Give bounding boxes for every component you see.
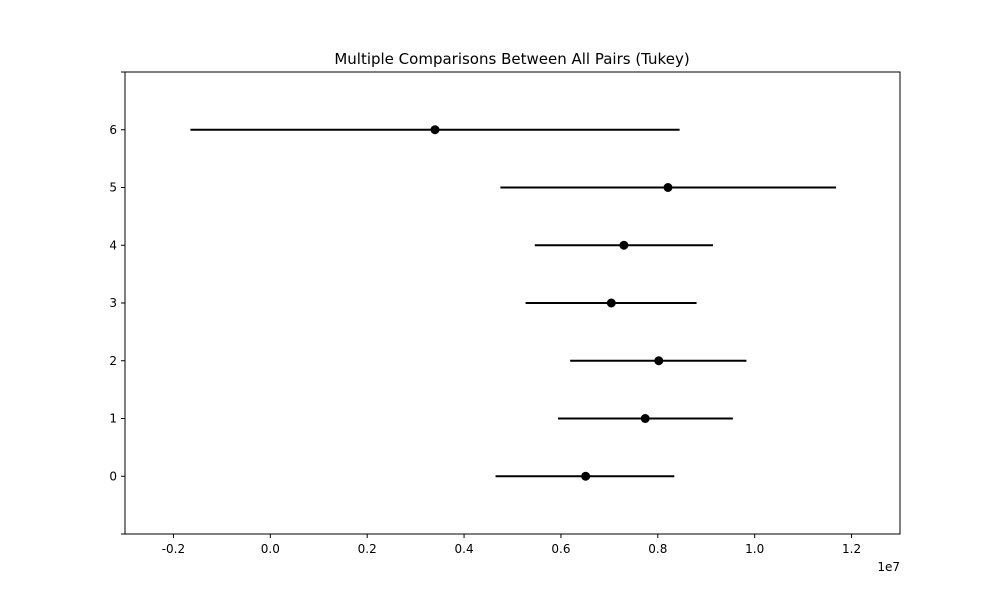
- data-marks: [190, 125, 837, 481]
- x-tick-label: 0.6: [551, 542, 570, 556]
- y-tick-label: 5: [109, 181, 117, 195]
- mean-point: [581, 471, 591, 481]
- x-tick-label: 0.0: [261, 542, 280, 556]
- mean-point: [619, 240, 629, 250]
- mean-point: [430, 125, 440, 135]
- y-tick-label: 1: [109, 412, 117, 426]
- x-tick-label: 0.4: [455, 542, 474, 556]
- x-tick-label: 0.2: [358, 542, 377, 556]
- chart-title: Multiple Comparisons Between All Pairs (…: [334, 50, 689, 68]
- y-tick-label: 4: [109, 238, 117, 252]
- mean-point: [640, 414, 650, 423]
- y-tick-label: 0: [109, 469, 117, 483]
- mean-point: [663, 183, 673, 192]
- mean-point: [606, 298, 616, 308]
- x-tick-label: 1.0: [745, 542, 764, 556]
- y-axis: 0 1 2 3 4 5 6: [109, 71, 125, 535]
- x-axis: -0.2 0.0 0.2 0.4 0.6 0.8 1.0 1.2: [162, 534, 861, 556]
- x-tick-label: 1.2: [842, 542, 861, 556]
- plot-frame: [124, 71, 901, 535]
- y-tick-label: 6: [109, 123, 117, 137]
- y-tick-label: 2: [109, 354, 117, 368]
- y-tick-label: 3: [109, 296, 117, 310]
- x-offset-label: 1e7: [877, 560, 900, 574]
- mean-point: [654, 356, 664, 366]
- x-tick-label: -0.2: [162, 542, 185, 556]
- x-tick-label: 0.8: [648, 542, 667, 556]
